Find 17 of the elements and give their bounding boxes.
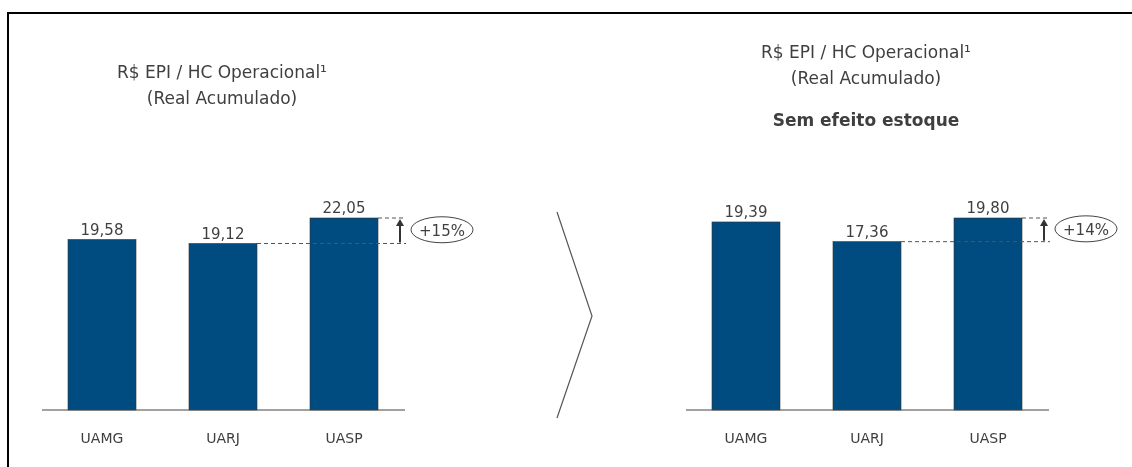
x-tick-label: UAMG	[724, 430, 768, 446]
chart-title: R$ EPI / HC Operacional¹ (Real Acumulado)	[761, 42, 971, 88]
data-label: 22,05	[322, 199, 366, 217]
chart-subtitle: Sem efeito estoque	[772, 110, 960, 130]
x-tick-label: UAMG	[80, 430, 124, 446]
x-tick-label: UASP	[325, 430, 363, 446]
x-tick-label: UARJ	[206, 430, 240, 446]
data-label: 19,12	[201, 224, 245, 243]
data-label: 19,80	[966, 199, 1010, 217]
x-tick-label: UARJ	[850, 430, 884, 446]
text: +14%	[1063, 220, 1109, 239]
data-label: 17,36	[845, 222, 889, 241]
data-label: 19,58	[80, 220, 124, 239]
data-label: 19,39	[724, 202, 768, 221]
chart-title: R$ EPI / HC Operacional¹ (Real Acumulado)	[117, 62, 327, 108]
text: +15%	[419, 221, 465, 240]
x-tick-label: UASP	[969, 430, 1007, 446]
